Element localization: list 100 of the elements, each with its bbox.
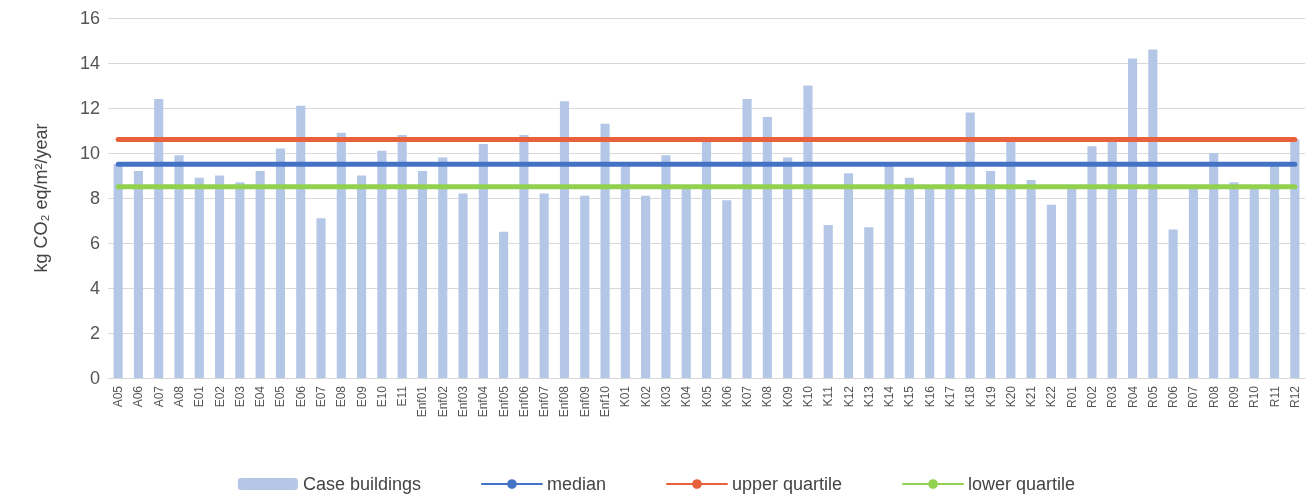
bar	[1006, 139, 1016, 378]
bar	[539, 193, 549, 378]
x-tick-label: A08	[172, 385, 187, 408]
bar	[742, 99, 752, 378]
bar	[1249, 189, 1259, 378]
bar	[1046, 204, 1056, 378]
bar	[1087, 146, 1097, 378]
x-tick-label: E09	[354, 385, 369, 408]
x-tick-label: K13	[861, 385, 876, 408]
bar	[113, 164, 123, 378]
x-tick-label: K21	[1024, 385, 1039, 408]
bar	[194, 177, 204, 378]
y-tick-label: 4	[89, 278, 100, 298]
bar	[1026, 180, 1036, 378]
y-tick-label: 12	[79, 98, 100, 118]
x-tick-label: Enf07	[537, 385, 552, 418]
x-tick-label: K02	[638, 385, 653, 408]
bar	[133, 171, 143, 378]
bar	[458, 193, 468, 378]
bar	[884, 164, 894, 378]
bar	[843, 173, 854, 378]
x-tick-label: K04	[679, 385, 694, 408]
x-tick-label: R09	[1226, 385, 1241, 409]
y-tick-label: 14	[79, 53, 100, 73]
y-tick-label: 0	[89, 368, 100, 388]
x-tick-label: R12	[1287, 385, 1302, 409]
x-tick-label: R03	[1105, 385, 1120, 409]
bar	[1290, 139, 1300, 378]
bar	[559, 101, 570, 378]
bar	[316, 218, 326, 378]
x-tick-label: Enf05	[496, 385, 511, 418]
bar	[438, 157, 448, 378]
bar	[600, 123, 610, 378]
bar	[336, 132, 346, 378]
y-axis-title: kg CO₂ eq/m²/year	[31, 123, 51, 273]
x-tick-label: E11	[395, 385, 410, 407]
x-tick-label: Enf08	[557, 385, 572, 418]
bar	[357, 175, 367, 378]
bar	[661, 155, 671, 378]
legend-label: median	[546, 474, 606, 494]
x-tick-label: R06	[1166, 385, 1181, 409]
bar	[722, 200, 732, 378]
bar	[478, 144, 488, 378]
bar	[519, 135, 529, 378]
x-tick-label: E01	[192, 385, 207, 408]
bar	[945, 164, 955, 378]
bar	[620, 166, 630, 378]
x-tick-label: E06	[293, 385, 308, 408]
x-tick-label: Enf03	[456, 385, 471, 418]
bar	[925, 189, 935, 378]
bar	[1127, 58, 1138, 378]
bar	[235, 182, 245, 378]
y-tick-label: 8	[89, 188, 100, 208]
bar	[1188, 189, 1198, 378]
x-tick-label: A07	[151, 385, 166, 408]
x-tick-label: E07	[314, 385, 329, 408]
x-tick-label: K03	[658, 385, 673, 408]
x-tick-label: K10	[800, 385, 815, 408]
bar	[580, 195, 590, 378]
x-tick-label: Enf06	[516, 385, 531, 418]
x-tick-label: R04	[1125, 385, 1140, 409]
legend-label: upper quartile	[731, 474, 843, 494]
bar	[762, 117, 772, 378]
x-tick-label: K05	[699, 385, 714, 408]
x-tick-label: K12	[841, 385, 856, 408]
bar	[275, 148, 286, 378]
bar	[1148, 49, 1158, 378]
x-tick-label: K16	[922, 385, 937, 408]
x-tick-label: K09	[780, 385, 795, 408]
x-tick-label: A05	[111, 385, 126, 408]
x-tick-label: R10	[1247, 385, 1262, 409]
x-tick-label: K06	[719, 385, 734, 408]
bar	[499, 231, 509, 378]
x-tick-label: E03	[232, 385, 247, 408]
bar	[174, 155, 184, 378]
bar	[904, 177, 914, 378]
x-tick-label: R11	[1267, 385, 1282, 408]
legend-label: Case buildings	[302, 474, 421, 494]
bar	[864, 227, 874, 378]
x-tick-label: K07	[740, 385, 755, 408]
x-tick-label: K15	[902, 385, 917, 408]
x-tick-label: E04	[253, 385, 268, 408]
bar	[681, 189, 691, 378]
x-tick-label: K08	[760, 385, 775, 408]
x-tick-label: E08	[334, 385, 349, 408]
bar	[215, 175, 225, 378]
x-tick-label: R07	[1186, 385, 1201, 409]
x-tick-label: Enf02	[435, 385, 450, 418]
bar	[1209, 153, 1219, 378]
y-tick-label: 6	[89, 233, 100, 253]
x-tick-label: K17	[942, 385, 957, 408]
bar	[377, 150, 387, 378]
bar	[641, 195, 651, 378]
bar	[985, 171, 996, 378]
x-tick-label: A06	[131, 385, 146, 408]
x-tick-label: Enf10	[598, 385, 613, 418]
bar	[965, 112, 975, 378]
bar	[1107, 141, 1117, 378]
x-tick-label: E10	[374, 385, 389, 408]
bar	[154, 99, 164, 378]
